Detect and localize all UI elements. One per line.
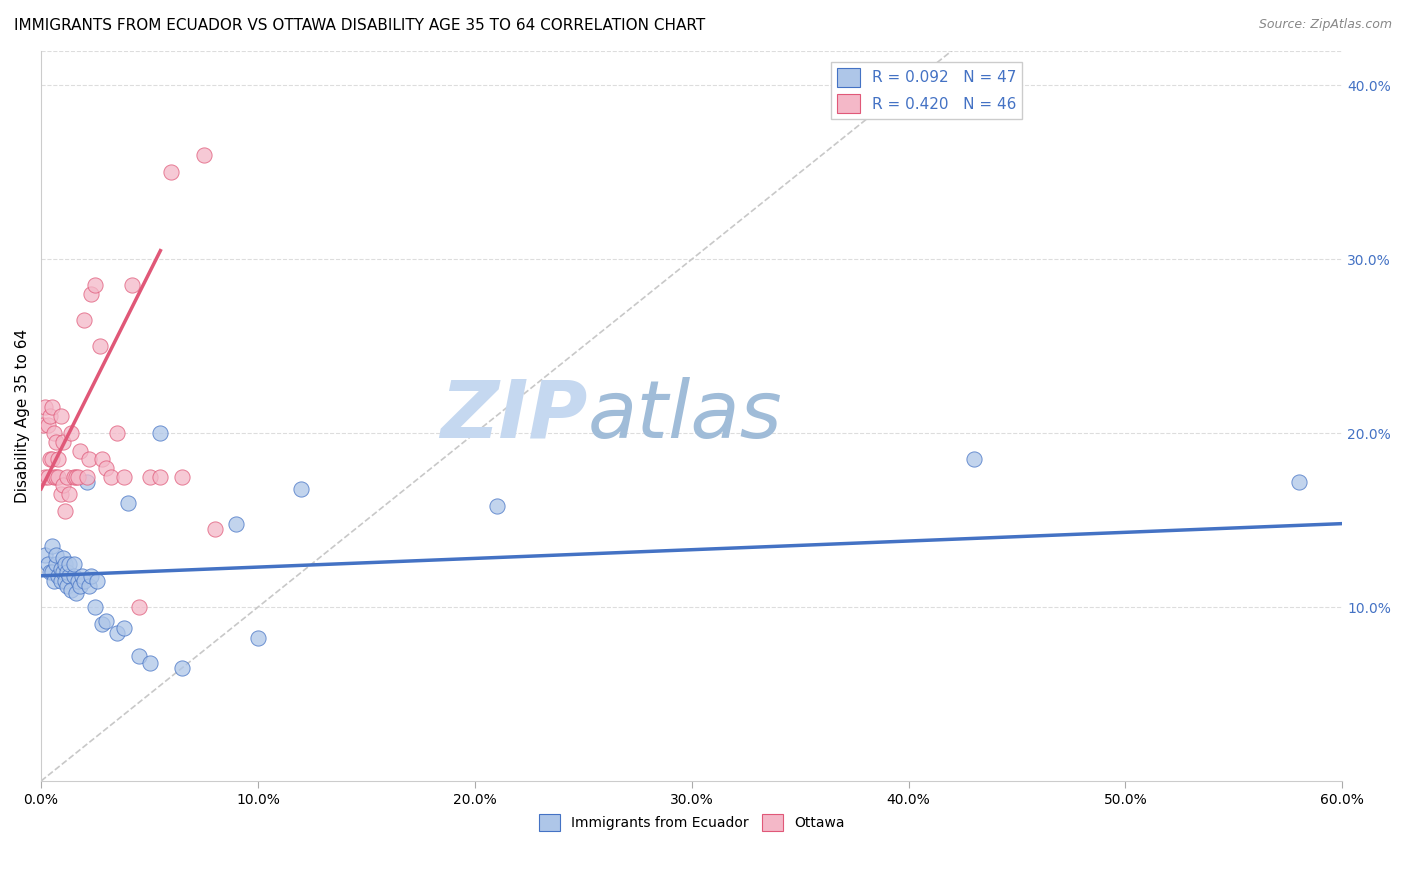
Point [160,165,183,179]
Point [48,469,70,483]
Text: Source: ZipAtlas.com: Source: ZipAtlas.com [1258,18,1392,31]
Point [34,548,56,562]
Point [485,500,508,514]
Point [225,516,247,531]
Point [121,278,143,293]
Point [290,482,312,496]
Point [38,566,60,580]
Point [45,557,67,571]
Point [73,574,96,588]
Point [41,566,63,580]
Legend: Immigrants from Ecuador, Ottawa: Immigrants from Ecuador, Ottawa [533,808,851,836]
Point [58,487,80,501]
Point [66,574,89,588]
Point [53,574,76,588]
Point [170,469,193,483]
Point [42,426,65,441]
Point [77,579,100,593]
Point [62,557,84,571]
Point [117,496,139,510]
Point [100,469,122,483]
Point [86,574,108,588]
Point [1288,475,1310,489]
Point [69,579,91,593]
Point [65,586,87,600]
Text: atlas: atlas [588,376,782,455]
Point [56,579,79,593]
Point [89,339,111,353]
Point [60,582,83,597]
Point [41,452,63,467]
Point [84,278,107,293]
Point [49,574,72,588]
Point [69,443,91,458]
Point [62,469,84,483]
Point [37,557,59,571]
Point [41,539,63,553]
Point [56,566,79,580]
Point [90,617,112,632]
Point [37,417,59,432]
Point [60,426,83,441]
Point [45,548,67,562]
Point [76,475,98,489]
Point [41,400,63,414]
Point [49,562,72,576]
Point [45,434,67,449]
Point [128,600,150,615]
Point [73,313,96,327]
Point [48,452,70,467]
Point [76,469,98,483]
Point [962,452,984,467]
Point [246,632,269,646]
Point [80,287,103,301]
Point [56,469,79,483]
Point [53,557,76,571]
Point [84,600,107,615]
Point [138,656,160,670]
Point [37,469,59,483]
Point [49,487,72,501]
Point [58,569,80,583]
Point [53,504,76,518]
Point [52,551,75,566]
Point [58,557,80,571]
Point [112,621,135,635]
Point [38,452,60,467]
Point [52,478,75,492]
Point [52,566,75,580]
Point [193,148,215,162]
Point [34,469,56,483]
Point [66,469,89,483]
Y-axis label: Disability Age 35 to 64: Disability Age 35 to 64 [15,329,30,503]
Point [45,469,67,483]
Point [72,569,94,583]
Point [96,461,118,475]
Point [48,569,70,583]
Point [80,569,103,583]
Point [138,469,160,483]
Point [149,469,172,483]
Point [112,469,135,483]
Point [62,569,84,583]
Point [42,469,65,483]
Point [204,522,226,536]
Point [105,426,128,441]
Point [105,626,128,640]
Point [49,409,72,423]
Point [65,469,87,483]
Point [128,648,150,663]
Point [77,452,100,467]
Point [149,426,172,441]
Point [96,614,118,628]
Point [90,452,112,467]
Point [170,661,193,675]
Text: ZIP: ZIP [440,376,588,455]
Point [52,434,75,449]
Point [32,417,55,432]
Point [34,400,56,414]
Point [38,409,60,423]
Text: IMMIGRANTS FROM ECUADOR VS OTTAWA DISABILITY AGE 35 TO 64 CORRELATION CHART: IMMIGRANTS FROM ECUADOR VS OTTAWA DISABI… [14,18,706,33]
Point [42,574,65,588]
